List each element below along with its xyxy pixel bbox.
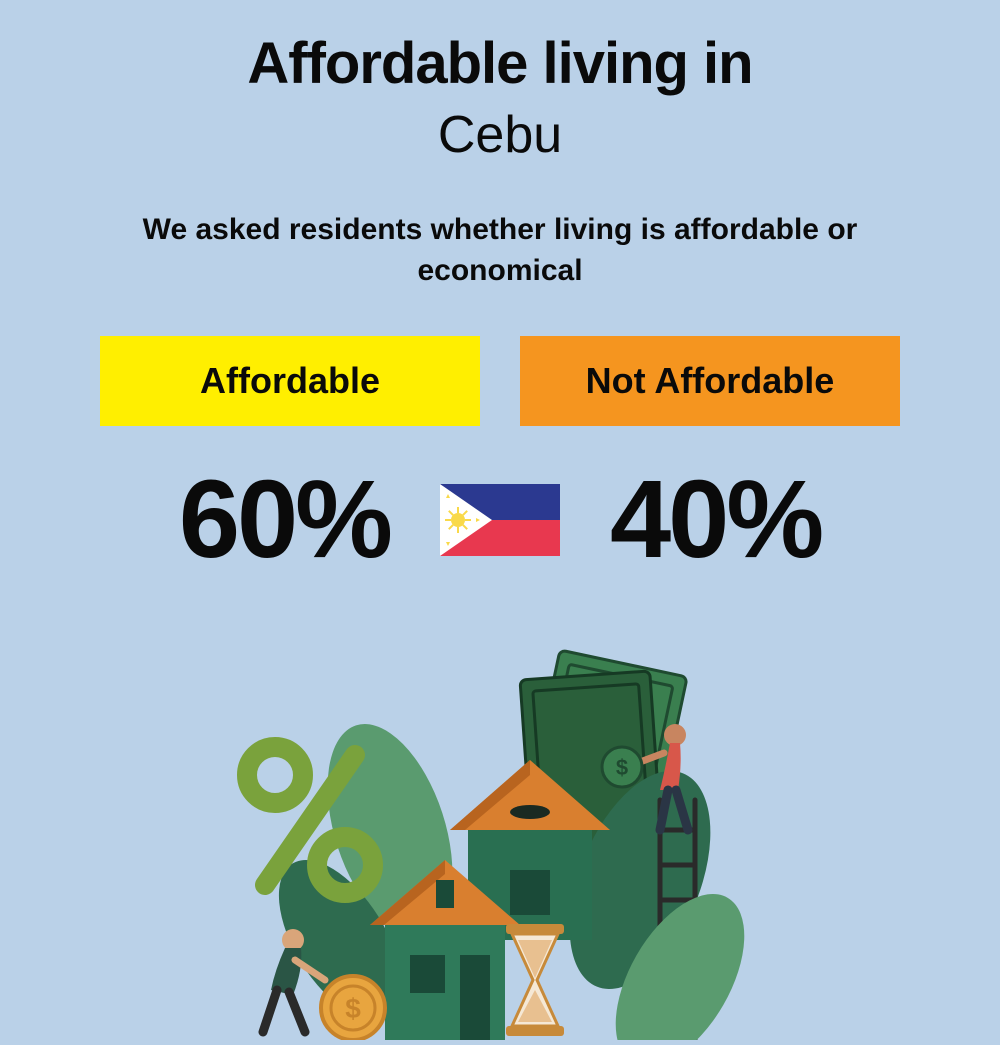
svg-text:$: $ bbox=[616, 755, 628, 780]
percent-right: 40% bbox=[610, 456, 821, 583]
affordability-illustration-icon: $ $ bbox=[220, 640, 780, 1040]
title-line2: Cebu bbox=[438, 105, 562, 165]
badge-row: Affordable Not Affordable bbox=[60, 336, 940, 426]
philippines-flag-icon bbox=[440, 484, 560, 556]
affordable-badge: Affordable bbox=[100, 336, 480, 426]
percent-row: 60% 40% bbox=[60, 456, 940, 583]
svg-text:$: $ bbox=[345, 993, 361, 1024]
title-line1: Affordable living in bbox=[247, 30, 752, 97]
not-affordable-badge: Not Affordable bbox=[520, 336, 900, 426]
subtitle: We asked residents whether living is aff… bbox=[125, 210, 875, 291]
percent-left: 60% bbox=[179, 456, 390, 583]
